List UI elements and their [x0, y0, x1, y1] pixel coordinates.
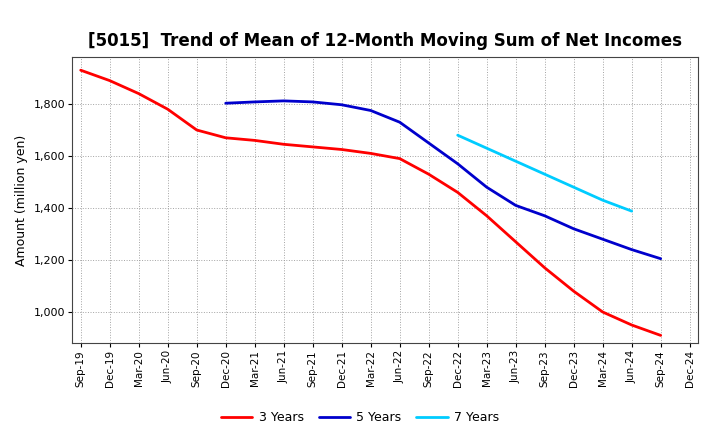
3 Years: [424, 172, 433, 177]
5 Years: [454, 161, 462, 166]
5 Years: [395, 120, 404, 125]
Line: 3 Years: 3 Years: [81, 70, 661, 335]
5 Years: [511, 203, 520, 208]
3 Years: [657, 333, 665, 338]
3 Years: [338, 147, 346, 152]
5 Years: [221, 101, 230, 106]
5 Years: [308, 99, 317, 105]
5 Years: [541, 213, 549, 218]
5 Years: [657, 256, 665, 261]
3 Years: [105, 78, 114, 83]
3 Years: [163, 106, 172, 112]
3 Years: [511, 239, 520, 245]
3 Years: [570, 289, 578, 294]
5 Years: [570, 226, 578, 231]
3 Years: [221, 135, 230, 140]
5 Years: [598, 237, 607, 242]
3 Years: [454, 190, 462, 195]
5 Years: [627, 247, 636, 252]
3 Years: [482, 213, 491, 218]
Line: 5 Years: 5 Years: [225, 101, 661, 259]
3 Years: [76, 68, 85, 73]
7 Years: [511, 158, 520, 164]
7 Years: [570, 184, 578, 190]
7 Years: [482, 146, 491, 151]
7 Years: [541, 172, 549, 177]
3 Years: [541, 265, 549, 271]
Y-axis label: Amount (million yen): Amount (million yen): [15, 135, 28, 266]
Line: 7 Years: 7 Years: [458, 135, 631, 211]
Title: [5015]  Trend of Mean of 12-Month Moving Sum of Net Incomes: [5015] Trend of Mean of 12-Month Moving …: [88, 32, 683, 50]
3 Years: [135, 91, 143, 96]
3 Years: [192, 127, 201, 132]
3 Years: [598, 309, 607, 315]
7 Years: [598, 198, 607, 203]
3 Years: [366, 151, 375, 156]
5 Years: [424, 140, 433, 146]
5 Years: [482, 184, 491, 190]
5 Years: [338, 102, 346, 107]
7 Years: [627, 209, 636, 214]
5 Years: [366, 108, 375, 113]
3 Years: [308, 144, 317, 150]
5 Years: [251, 99, 259, 105]
7 Years: [454, 132, 462, 138]
5 Years: [279, 98, 288, 103]
Legend: 3 Years, 5 Years, 7 Years: 3 Years, 5 Years, 7 Years: [216, 407, 504, 429]
3 Years: [251, 138, 259, 143]
3 Years: [279, 142, 288, 147]
3 Years: [395, 156, 404, 161]
3 Years: [627, 323, 636, 328]
